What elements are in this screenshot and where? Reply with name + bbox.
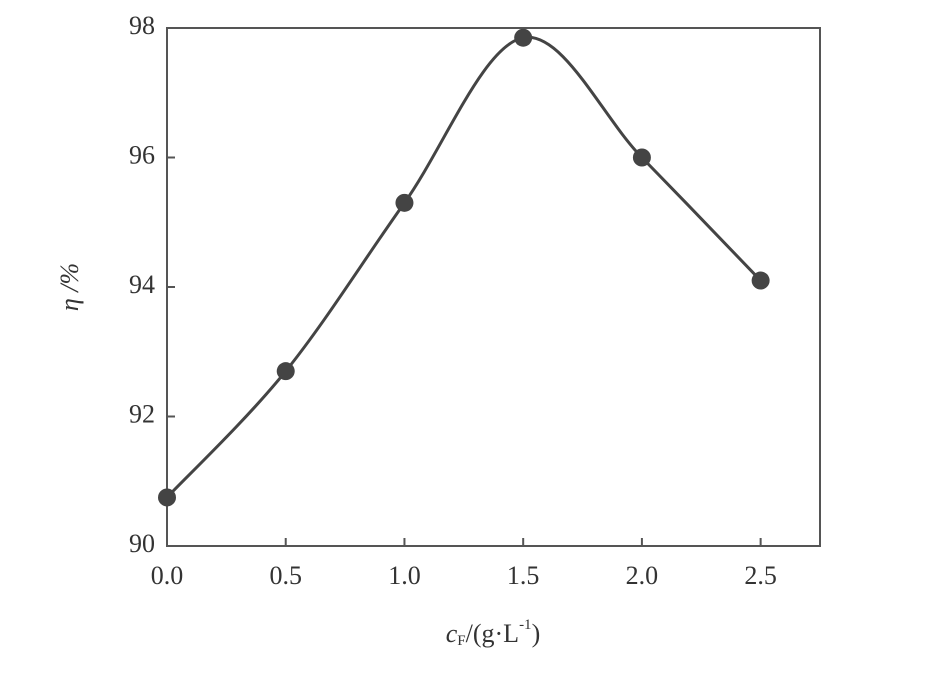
y-tick-label: 96 — [129, 140, 155, 169]
plot-frame — [166, 27, 821, 547]
x-axis-label: cF/(g·L-1) — [446, 617, 540, 649]
y-axis-label: η /% — [55, 263, 84, 311]
x-tick-label: 2.0 — [626, 561, 659, 590]
data-point — [158, 488, 176, 507]
y-tick-label: 90 — [129, 529, 155, 558]
x-label-part: -1 — [519, 617, 532, 633]
x-label-part: ) — [532, 619, 541, 648]
x-label-part: c — [446, 619, 458, 648]
data-point — [395, 193, 414, 212]
series-line — [165, 35, 762, 499]
x-tick-label: 1.0 — [388, 561, 421, 590]
x-tick-label: 1.5 — [507, 561, 540, 590]
data-point — [276, 362, 295, 381]
x-tick-label: 0.5 — [269, 561, 302, 590]
data-point — [514, 28, 533, 47]
x-tick-label: 2.5 — [744, 561, 777, 590]
data-point — [751, 271, 770, 290]
x-tick-label: 0.0 — [151, 561, 184, 590]
y-tick-label: 94 — [129, 270, 155, 299]
x-label-part: /(g·L — [466, 619, 519, 648]
y-tick-label: 98 — [129, 11, 155, 40]
x-label-part: F — [457, 633, 465, 649]
y-tick-label: 92 — [129, 399, 155, 428]
data-point — [632, 148, 651, 167]
